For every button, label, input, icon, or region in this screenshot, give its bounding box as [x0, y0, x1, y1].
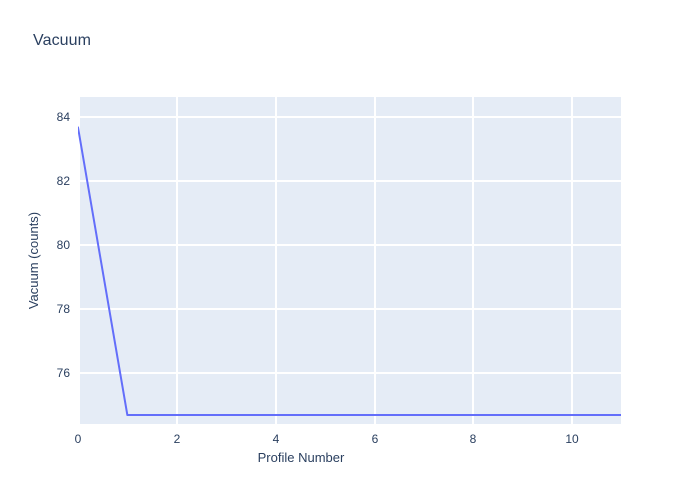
x-tick-label: 2	[173, 432, 181, 446]
x-tick-label: 0	[74, 432, 82, 446]
gridline-horizontal	[78, 372, 621, 374]
y-tick-label: 84	[56, 110, 70, 124]
x-axis-ticks: 0 2 4 6 8 10	[0, 432, 700, 452]
x-tick-label: 6	[371, 432, 379, 446]
y-axis-title-text: Vacuum (counts)	[26, 211, 41, 310]
x-axis-title: Profile Number	[0, 450, 700, 465]
page-title: Vacuum	[33, 32, 92, 49]
gridline-horizontal	[78, 180, 621, 182]
x-axis-title-text: Profile Number	[257, 450, 345, 465]
gridline-vertical	[472, 97, 474, 424]
y-tick-label: 80	[56, 238, 70, 252]
y-axis-ticks: 84 82 80 78 76	[0, 97, 78, 424]
gridline-horizontal	[78, 244, 621, 246]
gridline-vertical	[374, 97, 376, 424]
x-tick-label: 10	[565, 432, 579, 446]
gridline-vertical	[275, 97, 277, 424]
y-tick-label: 78	[56, 302, 70, 316]
series-polyline	[78, 126, 621, 417]
gridline-vertical	[176, 97, 178, 424]
data-series-line	[78, 126, 621, 417]
gridline-horizontal	[78, 116, 621, 118]
x-tick-label: 8	[469, 432, 477, 446]
plot-area[interactable]	[78, 97, 621, 424]
y-tick-label: 82	[56, 174, 70, 188]
gridline-horizontal	[78, 308, 621, 310]
y-tick-label: 76	[56, 366, 70, 380]
gridline-vertical	[78, 97, 80, 424]
gridline-vertical	[571, 97, 573, 424]
x-tick-label: 4	[272, 432, 280, 446]
